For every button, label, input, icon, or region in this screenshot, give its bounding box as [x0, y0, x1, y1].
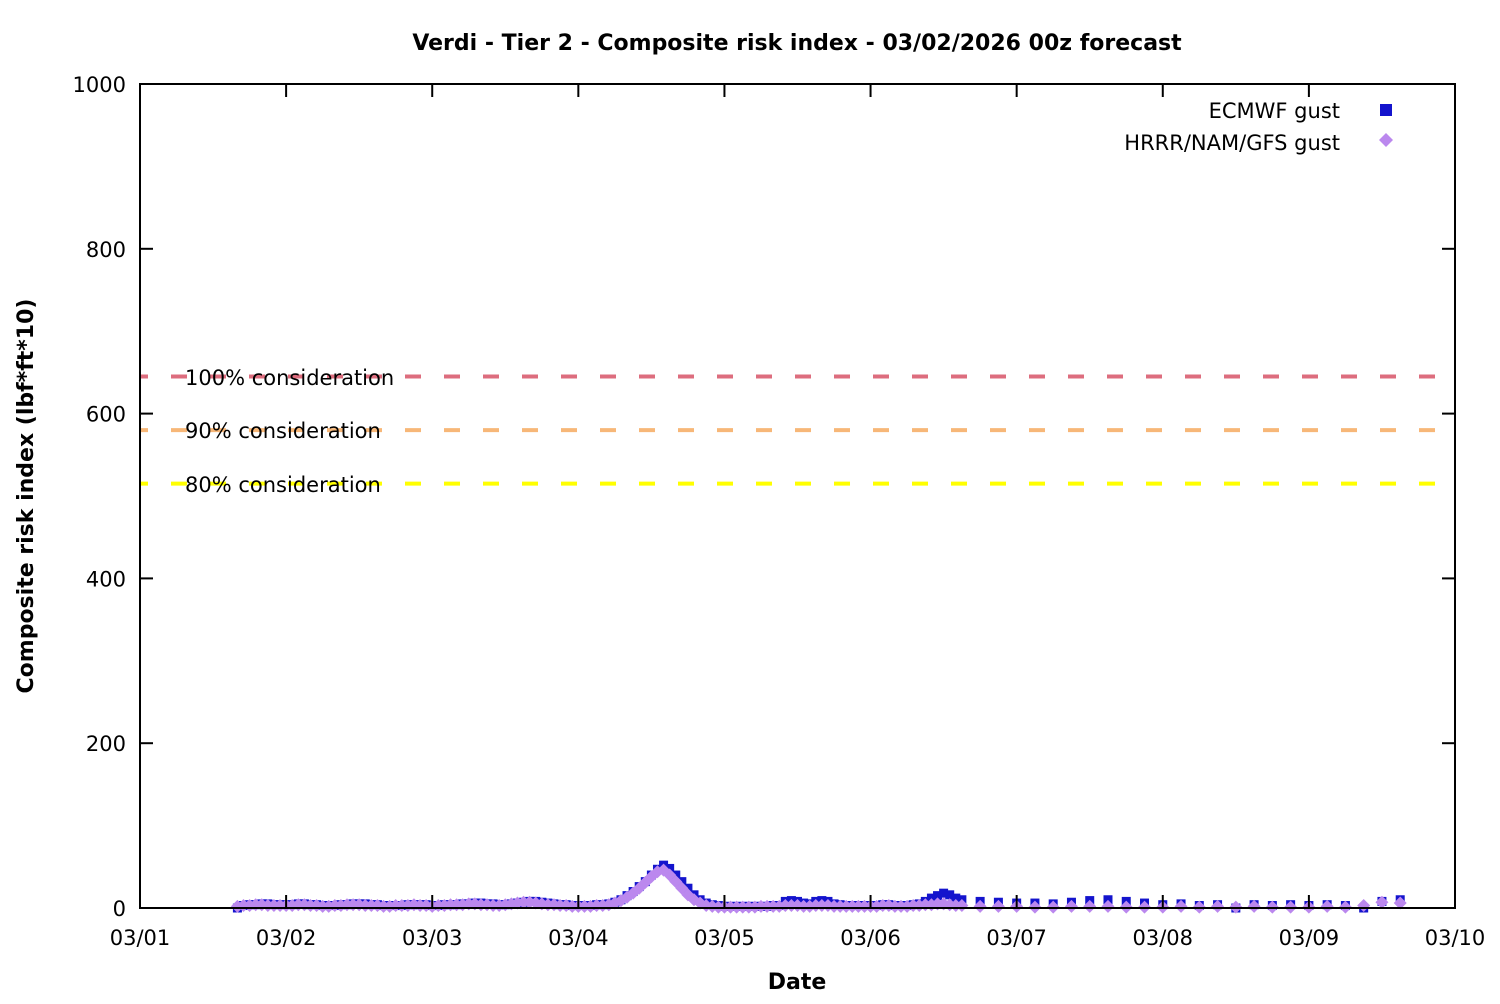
- hrrr-point: [1320, 899, 1334, 913]
- x-tick-label: 03/08: [1133, 926, 1194, 950]
- ecmwf-point: [665, 863, 675, 873]
- ecmwf-square-marker-icon: [1380, 104, 1392, 116]
- y-axis-label: Composite risk index (lbf*ft*10): [14, 299, 39, 694]
- legend: ECMWF gust HRRR/NAM/GFS gust: [1124, 99, 1393, 155]
- x-tick-label: 03/04: [548, 926, 609, 950]
- hrrr-point: [1357, 899, 1371, 913]
- hrrr-point: [1375, 895, 1389, 909]
- hrrr-point: [973, 899, 987, 913]
- chart-title: Verdi - Tier 2 - Composite risk index - …: [412, 31, 1182, 56]
- hrrr-diamond-marker-icon: [1379, 133, 1393, 147]
- axis-ticks: 03/01 03/02 03/03 03/04 03/05 03/06 03/07 03/08…: [73, 73, 1486, 950]
- hrrr-point: [1101, 899, 1115, 913]
- x-tick-label: 03/10: [1425, 926, 1486, 950]
- data-points: [230, 860, 1407, 914]
- ecmwf-point: [945, 890, 955, 900]
- y-tick-label: 600: [86, 403, 126, 427]
- x-tick-label: 03/07: [986, 926, 1047, 950]
- threshold-label-80: 80% consideration: [185, 473, 381, 497]
- ecmwf-point: [933, 891, 943, 901]
- legend-label-ecmwf: ECMWF gust: [1209, 99, 1340, 123]
- threshold-label-100: 100% consideration: [185, 366, 394, 390]
- hrrr-point: [1211, 899, 1225, 913]
- ecmwf-point: [926, 893, 936, 903]
- x-tick-label: 03/01: [110, 926, 171, 950]
- legend-label-hrrr: HRRR/NAM/GFS gust: [1124, 131, 1340, 155]
- hrrr-point: [1247, 899, 1261, 913]
- hrrr-point: [1083, 899, 1097, 913]
- y-tick-label: 400: [86, 567, 126, 591]
- y-tick-label: 800: [86, 238, 126, 262]
- plot-border: [139, 83, 1456, 909]
- y-tick-label: 0: [113, 897, 126, 921]
- x-tick-label: 03/05: [694, 926, 755, 950]
- ecmwf-point: [951, 893, 961, 903]
- x-tick-label: 03/02: [256, 926, 317, 950]
- hrrr-point: [1064, 899, 1078, 913]
- y-tick-label: 200: [86, 732, 126, 756]
- threshold-label-90: 90% consideration: [185, 419, 381, 443]
- threshold-lines: [140, 374, 1455, 486]
- ecmwf-point: [1103, 895, 1113, 905]
- y-tick-label: 1000: [73, 73, 126, 97]
- hrrr-point: [1174, 899, 1188, 913]
- x-axis-label: Date: [768, 970, 827, 995]
- hrrr-point: [991, 899, 1005, 913]
- x-tick-label: 03/09: [1279, 926, 1340, 950]
- hrrr-point: [1393, 896, 1407, 910]
- x-tick-label: 03/06: [840, 926, 901, 950]
- x-tick-label: 03/03: [402, 926, 463, 950]
- ecmwf-point: [939, 888, 949, 898]
